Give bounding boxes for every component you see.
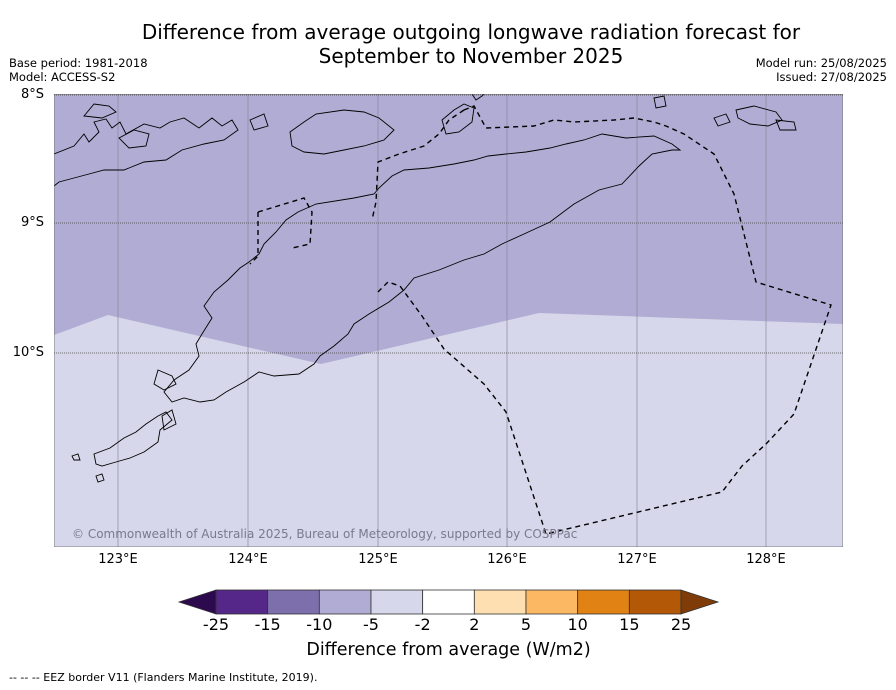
- lon-label-123e: 123°E: [98, 552, 138, 567]
- colorbar-tick-label: 25: [670, 615, 692, 634]
- colorbar-tick-label: -10: [306, 615, 333, 634]
- island-small-7: [161, 409, 177, 431]
- graticule: [117, 94, 767, 547]
- coastlines: [54, 94, 797, 483]
- footnote: -- -- -- EEZ border V11 (Flanders Marine…: [9, 671, 318, 684]
- eez-oecusse: [257, 197, 313, 249]
- colorbar-extend-low: [177, 589, 217, 615]
- eez-border: [249, 105, 832, 535]
- meta-right: Model run: 25/08/2025 Issued: 27/08/2025: [756, 56, 887, 84]
- island-rote: [93, 411, 173, 467]
- model-run: Model run: 25/08/2025: [755, 56, 887, 70]
- island-small-5: [713, 113, 731, 127]
- lon-label-128e: 128°E: [746, 552, 786, 567]
- lon-label-127e: 127°E: [617, 552, 657, 567]
- island-wetar-edge: [471, 94, 485, 101]
- island-semau: [153, 369, 177, 391]
- island-small-4: [653, 95, 667, 109]
- copyright-text: © Commonwealth of Australia 2025, Bureau…: [72, 527, 577, 541]
- colorbar-swatch-4: [370, 589, 424, 615]
- colorbar-swatch-3: [318, 589, 372, 615]
- lat-label-9s: 9°S: [20, 215, 44, 230]
- model-name: Model: ACCESS-S2: [9, 70, 116, 84]
- colorbar-swatch-2: [267, 589, 320, 615]
- title-line-2: September to November 2025: [318, 44, 624, 68]
- title-line-1: Difference from average outgoing longwav…: [141, 20, 801, 44]
- colorbar-swatch-7: [525, 589, 579, 615]
- island-atauro: [441, 103, 475, 135]
- colorbar-swatch-5: [422, 589, 475, 615]
- map-panel: © Commonwealth of Australia 2025, Bureau…: [54, 94, 843, 547]
- island-kisar: [735, 105, 783, 127]
- island-small-8: [95, 473, 105, 483]
- eez-line-main: [375, 105, 832, 535]
- colorbar-swatch-8: [577, 589, 630, 615]
- colorbar: [177, 589, 720, 615]
- colorbar-tick-label: 15: [619, 615, 640, 634]
- colorbar-label: Difference from average (W/m2): [306, 640, 591, 660]
- island-small-6: [775, 119, 797, 131]
- island-timor: [163, 133, 682, 403]
- colorbar-tick-label: -2: [414, 615, 431, 634]
- island-small-3: [249, 113, 269, 131]
- island-small-1: [83, 103, 117, 119]
- island-small-2: [118, 129, 150, 149]
- colorbar-swatch-6: [473, 589, 527, 615]
- colorbar-tick-label: 2: [469, 615, 480, 634]
- lat-label-8s: 8°S: [20, 87, 44, 102]
- colorbar-tick-label: -15: [254, 615, 281, 634]
- region-minus10-to-minus5: [54, 94, 843, 364]
- chart-title: Difference from average outgoing longwav…: [100, 20, 842, 68]
- colorbar-tick-label: 5: [520, 615, 532, 634]
- colorbar-tick-label: 10: [567, 615, 588, 634]
- issued-date: Issued: 27/08/2025: [776, 70, 887, 84]
- eez-line-north-west: [371, 109, 465, 221]
- colorbar-swatch-9: [628, 589, 682, 615]
- lon-label-125e: 125°E: [358, 552, 398, 567]
- colorbar-swatch-1: [215, 589, 269, 615]
- island-ndao: [71, 453, 81, 461]
- island-alor: [289, 109, 395, 155]
- meta-left: Base period: 1981-2018 Model: ACCESS-S2: [9, 56, 148, 84]
- lat-label-10s: 10°S: [12, 345, 44, 360]
- base-period: Base period: 1981-2018: [9, 56, 148, 70]
- colorbar-tick-label: -25: [202, 615, 230, 634]
- lon-label-126e: 126°E: [487, 552, 527, 567]
- lon-label-124e: 124°E: [228, 552, 268, 567]
- colorbar-extend-high: [680, 589, 720, 615]
- colorbar-tick-label: -5: [363, 615, 379, 634]
- colorbar-swatches: [177, 589, 720, 615]
- island-flores: [54, 117, 239, 187]
